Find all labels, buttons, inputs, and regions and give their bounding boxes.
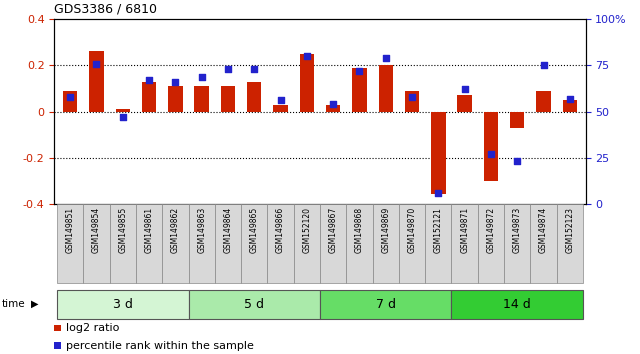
Text: log2 ratio: log2 ratio	[66, 323, 119, 333]
Text: GSM149866: GSM149866	[276, 207, 285, 253]
Text: GSM149864: GSM149864	[223, 207, 232, 253]
Point	[328, 101, 339, 107]
Bar	[57, 204, 83, 283]
Text: GSM149872: GSM149872	[486, 207, 495, 253]
Bar	[510, 112, 524, 127]
Bar	[484, 112, 498, 181]
Point	[223, 66, 233, 72]
Point	[92, 61, 102, 67]
Bar	[63, 91, 77, 112]
Text: 5 d: 5 d	[244, 298, 264, 310]
Bar	[162, 204, 189, 283]
Bar	[83, 204, 109, 283]
Bar	[431, 112, 445, 194]
Bar	[168, 86, 182, 112]
Bar	[300, 54, 314, 112]
Text: GSM152121: GSM152121	[434, 207, 443, 253]
Bar	[378, 65, 393, 112]
Point	[564, 96, 575, 102]
Text: GSM149863: GSM149863	[197, 207, 206, 253]
Text: GDS3386 / 6810: GDS3386 / 6810	[54, 3, 157, 16]
Text: GSM149861: GSM149861	[145, 207, 154, 253]
Bar	[478, 204, 504, 283]
Point	[381, 55, 391, 61]
Point	[512, 158, 522, 164]
Text: GSM149855: GSM149855	[118, 207, 127, 253]
Bar	[215, 204, 241, 283]
Text: GSM149862: GSM149862	[171, 207, 180, 253]
Text: GSM149865: GSM149865	[250, 207, 259, 253]
Bar	[399, 204, 425, 283]
Bar	[320, 290, 451, 319]
Point	[275, 98, 285, 103]
Point	[460, 87, 470, 92]
Point	[170, 79, 180, 85]
Text: 7 d: 7 d	[376, 298, 396, 310]
Bar	[142, 81, 156, 112]
Text: GSM149871: GSM149871	[460, 207, 469, 253]
Point	[144, 78, 154, 83]
Point	[249, 66, 259, 72]
Bar	[451, 290, 583, 319]
Bar	[89, 51, 104, 112]
Bar	[221, 86, 235, 112]
Point	[196, 74, 207, 79]
Bar	[320, 204, 346, 283]
Text: GSM149868: GSM149868	[355, 207, 364, 253]
Point	[433, 190, 444, 195]
Bar	[326, 105, 340, 112]
Text: GSM152123: GSM152123	[565, 207, 574, 253]
Point	[538, 63, 548, 68]
Bar	[346, 204, 372, 283]
Bar	[536, 91, 551, 112]
Point	[301, 53, 312, 59]
Bar	[247, 81, 262, 112]
Text: GSM149870: GSM149870	[408, 207, 417, 253]
Bar	[531, 204, 557, 283]
Text: GSM149867: GSM149867	[329, 207, 338, 253]
Text: 14 d: 14 d	[503, 298, 531, 310]
Point	[355, 68, 365, 74]
Bar	[372, 204, 399, 283]
Bar	[425, 204, 451, 283]
Point	[65, 94, 76, 99]
Text: GSM149869: GSM149869	[381, 207, 390, 253]
Text: 3 d: 3 d	[113, 298, 132, 310]
Text: percentile rank within the sample: percentile rank within the sample	[66, 341, 254, 350]
Text: ▶: ▶	[31, 299, 38, 309]
Bar	[294, 204, 320, 283]
Point	[118, 114, 128, 120]
Bar	[57, 290, 189, 319]
Point	[407, 94, 417, 99]
Bar	[557, 204, 583, 283]
Point	[486, 151, 496, 157]
Text: GSM149854: GSM149854	[92, 207, 101, 253]
Bar	[195, 86, 209, 112]
Text: GSM149851: GSM149851	[66, 207, 75, 253]
Bar	[109, 204, 136, 283]
Bar	[451, 204, 478, 283]
Bar	[273, 105, 288, 112]
Bar	[189, 204, 215, 283]
Bar	[563, 100, 577, 112]
Text: GSM152120: GSM152120	[302, 207, 311, 253]
Bar	[116, 109, 130, 112]
Bar	[458, 95, 472, 112]
Bar	[241, 204, 268, 283]
Text: time: time	[1, 299, 25, 309]
Bar	[504, 204, 531, 283]
Bar	[352, 68, 367, 112]
Bar	[189, 290, 320, 319]
Bar	[405, 91, 419, 112]
Text: GSM149873: GSM149873	[513, 207, 522, 253]
Bar	[268, 204, 294, 283]
Bar	[136, 204, 162, 283]
Text: GSM149874: GSM149874	[539, 207, 548, 253]
